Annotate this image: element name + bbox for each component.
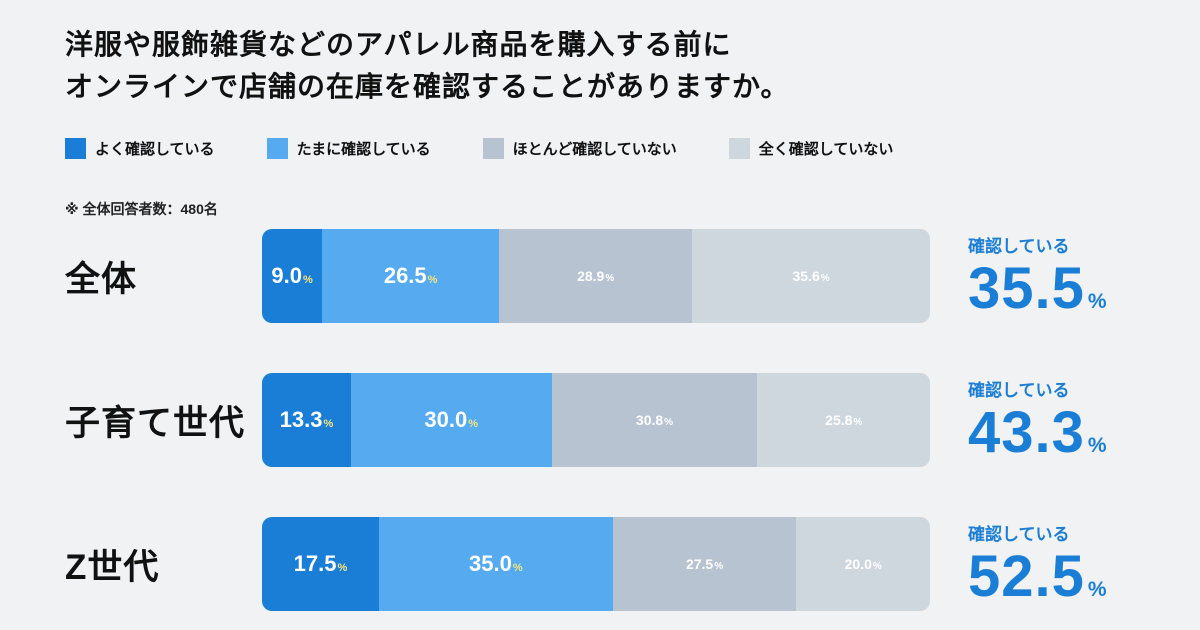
segment-value: 13.3% <box>279 407 334 432</box>
bar-segment-sometimes: 35.0% <box>378 517 613 611</box>
legend-swatch-never <box>728 138 750 159</box>
segment-value: 35.6% <box>792 268 830 284</box>
legend: よく確認している たまに確認している ほとんど確認していない 全く確認していない <box>65 138 1135 159</box>
bar-segment-often: 9.0% <box>262 229 323 323</box>
percent-sign: % <box>1087 578 1108 602</box>
row-label-parenting: 子育て世代 <box>65 403 246 443</box>
percent-sign: % <box>512 562 523 574</box>
segment-value: 9.0% <box>271 263 313 288</box>
percent-sign: % <box>1087 434 1108 458</box>
summary-parenting: 確認している 43.3% <box>968 376 1108 464</box>
legend-swatch-rarely <box>482 138 504 159</box>
stacked-bar-parenting: 13.3% 30.0% 30.8% 25.8% <box>262 373 930 467</box>
segment-value: 25.8% <box>825 412 863 428</box>
legend-label-never: 全く確認していない <box>758 141 894 158</box>
bar-segment-often: 13.3% <box>262 373 351 467</box>
segment-value: 26.5% <box>383 263 438 288</box>
legend-item-never: 全く確認していない <box>728 138 894 159</box>
percent-sign: % <box>323 418 334 430</box>
legend-swatch-sometimes <box>266 138 288 159</box>
legend-label-rarely: ほとんど確認していない <box>512 141 677 158</box>
segment-value: 35.0% <box>469 551 523 576</box>
bar-segment-never: 20.0% <box>796 517 930 611</box>
bar-segment-often: 17.5% <box>262 517 379 611</box>
chart-title-line-2: オンラインで店舗の在庫を確認することがありますか。 <box>65 71 790 102</box>
chart-title: 洋服や服飾雑貨などのアパレル商品を購入する前に オンラインで店舗の在庫を確認する… <box>65 24 1135 108</box>
segment-value: 27.5% <box>685 556 724 572</box>
chart-row-overall: 全体 9.0% 26.5% 28.9% 35.6% 確認している 35.5% <box>65 229 1135 323</box>
legend-item-rarely: ほとんど確認していない <box>482 138 677 159</box>
bar-segment-never: 35.6% <box>692 229 930 323</box>
summary-genz: 確認している 52.5% <box>968 520 1108 608</box>
bar-segment-sometimes: 30.0% <box>350 373 552 467</box>
segment-value: 20.0% <box>844 556 882 572</box>
legend-swatch-often <box>65 138 86 159</box>
summary-value: 35.5% <box>968 256 1108 322</box>
bar-segment-rarely: 27.5% <box>612 517 797 611</box>
percent-sign: % <box>714 561 724 572</box>
bar-segment-sometimes: 26.5% <box>322 229 500 323</box>
segment-value: 30.0% <box>424 407 479 432</box>
percent-sign: % <box>468 418 479 430</box>
percent-sign: % <box>853 417 863 428</box>
percent-sign: % <box>337 562 348 574</box>
chart-row-parenting: 子育て世代 13.3% 30.0% 30.8% 25.8% 確認している 43.… <box>65 373 1135 467</box>
legend-label-often: よく確認している <box>95 141 215 158</box>
stacked-bar-genz: 17.5% 35.0% 27.5% 20.0% <box>262 517 930 611</box>
chart-rows: 全体 9.0% 26.5% 28.9% 35.6% 確認している 35.5% <box>65 229 1135 611</box>
segment-value: 17.5% <box>293 551 348 576</box>
legend-item-often: よく確認している <box>65 138 215 159</box>
respondents-note: ※ 全体回答者数：480名 <box>65 201 218 217</box>
bar-segment-rarely: 30.8% <box>551 373 758 467</box>
percent-sign: % <box>664 417 674 428</box>
legend-label-sometimes: たまに確認している <box>296 141 431 158</box>
segment-value: 28.9% <box>577 268 615 284</box>
summary-overall: 確認している 35.5% <box>968 232 1108 320</box>
segment-value: 30.8% <box>635 412 674 428</box>
bar-segment-never: 25.8% <box>757 373 930 467</box>
row-label-overall: 全体 <box>65 259 138 299</box>
chart-title-line-1: 洋服や服飾雑貨などのアパレル商品を購入する前に <box>65 29 732 60</box>
legend-item-sometimes: たまに確認している <box>266 138 431 159</box>
stacked-bar-overall: 9.0% 26.5% 28.9% 35.6% <box>262 229 930 323</box>
percent-sign: % <box>872 561 882 572</box>
summary-label: 確認している <box>968 525 1070 545</box>
percent-sign: % <box>427 274 438 286</box>
summary-value: 52.5% <box>968 544 1108 610</box>
bar-segment-rarely: 28.9% <box>499 229 693 323</box>
chart-row-genz: Z世代 17.5% 35.0% 27.5% 20.0% 確認している 52.5% <box>65 517 1135 611</box>
summary-label: 確認している <box>968 237 1070 257</box>
percent-sign: % <box>1087 290 1108 314</box>
percent-sign: % <box>302 274 313 286</box>
percent-sign: % <box>605 273 615 284</box>
summary-value: 43.3% <box>968 400 1108 466</box>
summary-label: 確認している <box>968 381 1070 401</box>
percent-sign: % <box>820 273 830 284</box>
row-label-genz: Z世代 <box>65 547 160 587</box>
